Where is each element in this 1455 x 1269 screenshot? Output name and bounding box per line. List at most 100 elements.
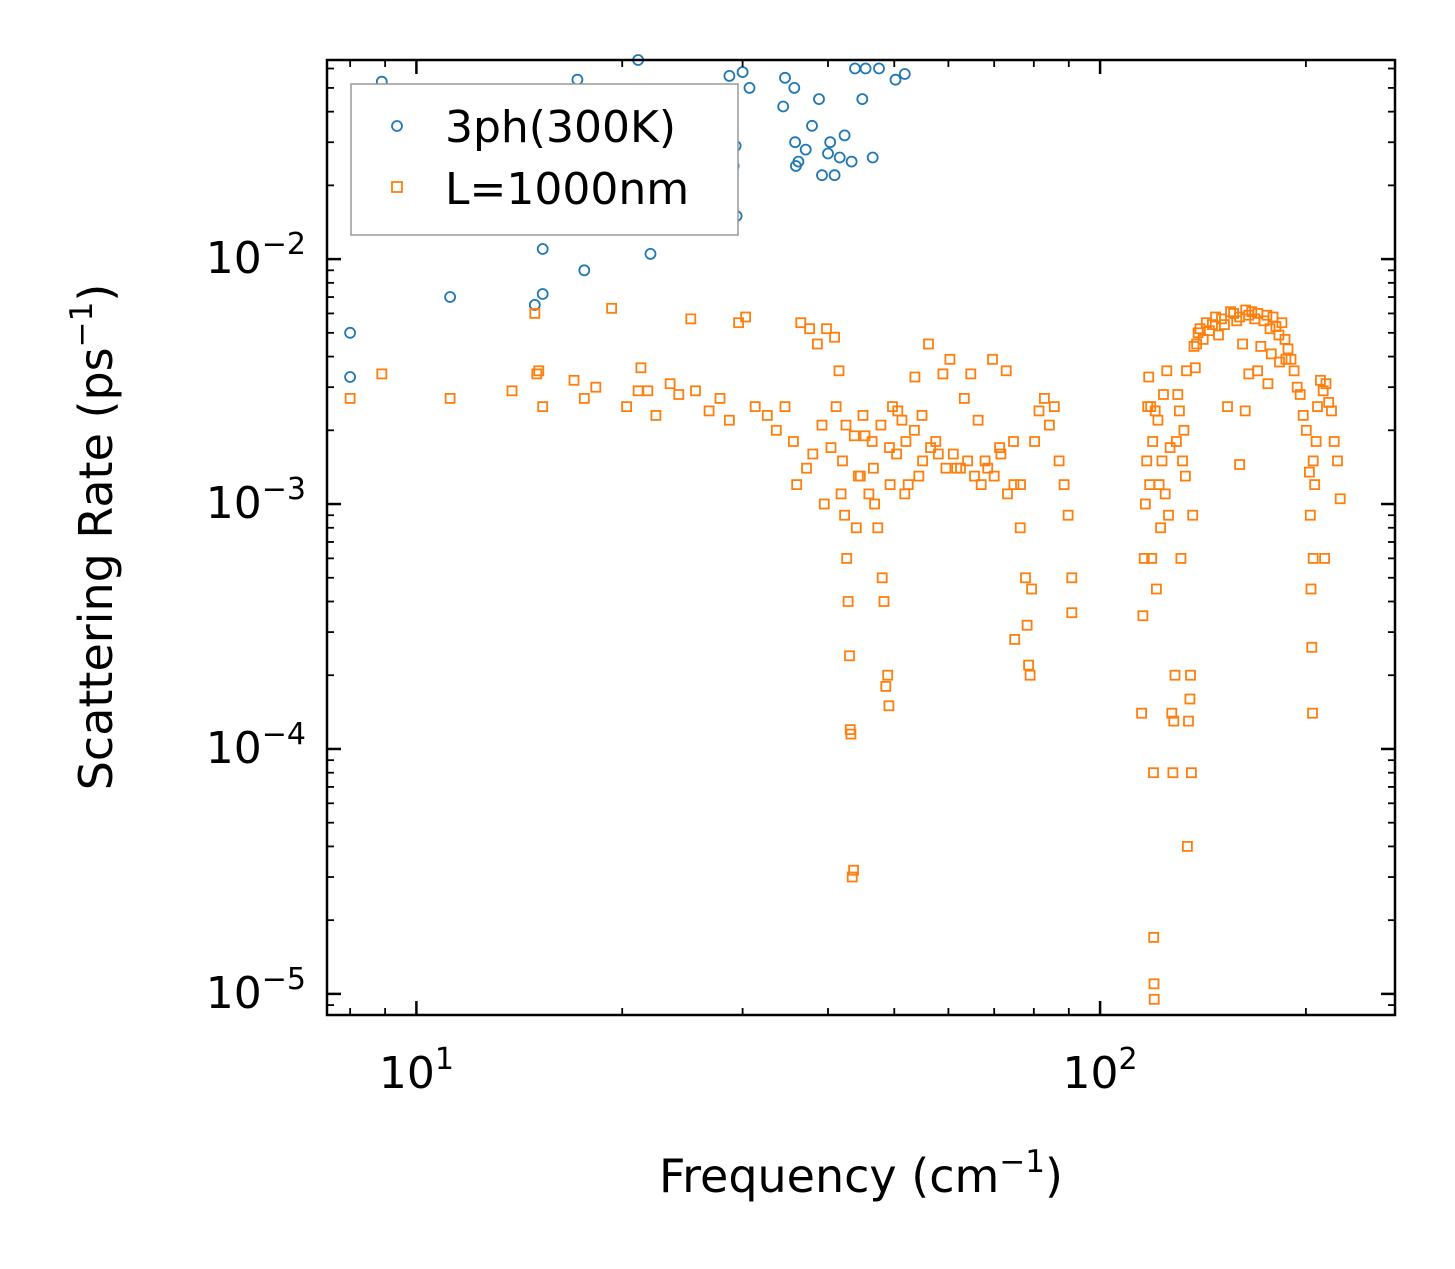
data-point (863, 488, 875, 500)
data-point (972, 414, 984, 426)
data-point (1147, 436, 1159, 447)
data-point (528, 298, 541, 311)
data-point (1264, 323, 1276, 335)
data-point (1304, 509, 1316, 521)
data-point (947, 448, 959, 460)
data-point (1062, 509, 1074, 521)
data-point (848, 430, 860, 442)
data-point (644, 247, 657, 260)
data-point (898, 68, 911, 80)
data-point (1014, 522, 1026, 534)
data-point (975, 479, 987, 491)
data-point (740, 311, 751, 323)
data-point (816, 419, 828, 431)
data-point (818, 498, 830, 510)
data-point (829, 331, 840, 343)
data-point (1237, 338, 1248, 350)
data-point (1332, 455, 1343, 467)
data-point (812, 338, 823, 350)
data-point (833, 365, 845, 377)
data-point (917, 455, 928, 467)
data-point (1288, 365, 1300, 377)
data-point (1066, 607, 1078, 619)
data-point (856, 93, 869, 105)
data-point (1138, 553, 1150, 564)
data-point (1306, 641, 1318, 653)
data-point (736, 66, 749, 78)
plot-frame (325, 58, 1397, 1017)
data-point (1148, 978, 1160, 990)
data-point (1169, 669, 1181, 681)
data-point (1000, 365, 1012, 377)
data-point (884, 479, 896, 491)
data-point (869, 498, 880, 510)
data-point (1334, 493, 1346, 505)
x-tick-label: 102 (1063, 1042, 1138, 1099)
data-point (1184, 693, 1196, 705)
data-point (1155, 522, 1166, 534)
data-point (1158, 389, 1169, 400)
data-point (779, 401, 791, 413)
data-point (878, 596, 890, 607)
data-point (1008, 479, 1020, 491)
data-point (923, 338, 934, 350)
data-point (825, 442, 837, 454)
data-point (807, 448, 819, 460)
data-point (837, 455, 848, 467)
data-point (1294, 389, 1306, 400)
y-tick-label: 10−4 (206, 717, 306, 774)
y-axis-label: Scattering Rate (ps−1) (64, 284, 123, 791)
data-point (1159, 488, 1171, 500)
data-point (994, 442, 1005, 454)
data-point (838, 129, 851, 142)
legend-label-l1000nm: L=1000nm (445, 164, 689, 215)
data-point (344, 326, 357, 339)
data-point (1137, 610, 1149, 622)
data-point (792, 155, 805, 168)
data-point (578, 392, 590, 404)
y-tick-label: 10−2 (206, 227, 306, 284)
data-point (779, 71, 791, 84)
data-point (1175, 553, 1187, 564)
data-point (1148, 932, 1160, 943)
data-point (944, 353, 956, 365)
data-point (1280, 353, 1292, 365)
data-point (1178, 424, 1190, 436)
data-point (909, 424, 920, 436)
data-point (650, 409, 662, 421)
data-point (995, 448, 1007, 460)
legend-box (350, 83, 739, 236)
data-point (1252, 365, 1263, 377)
data-point (1282, 343, 1294, 355)
data-point (841, 553, 853, 564)
data-point (1261, 309, 1273, 321)
data-point (1312, 401, 1323, 413)
data-point (568, 374, 580, 386)
data-point (1187, 509, 1199, 521)
data-point (806, 119, 818, 132)
x-tick-label: 101 (379, 1042, 454, 1099)
data-point (529, 307, 541, 319)
data-point (866, 436, 878, 447)
data-point (590, 381, 602, 393)
data-point (889, 73, 902, 86)
data-point (1255, 340, 1267, 352)
data-point (804, 323, 815, 335)
data-point (846, 871, 858, 883)
data-point (962, 455, 973, 467)
data-point (844, 650, 855, 662)
data-point (1183, 715, 1194, 727)
data-point (848, 864, 859, 876)
data-point (872, 522, 884, 534)
data-point (1186, 767, 1197, 779)
data-point (1328, 436, 1340, 447)
data-point (1044, 419, 1055, 431)
data-point (606, 302, 617, 314)
data-point (969, 470, 980, 482)
data-point (536, 243, 549, 255)
data-point (791, 479, 803, 491)
data-point (1216, 313, 1227, 325)
data-point (444, 291, 457, 303)
data-point (1207, 319, 1218, 331)
data-point (621, 401, 632, 413)
